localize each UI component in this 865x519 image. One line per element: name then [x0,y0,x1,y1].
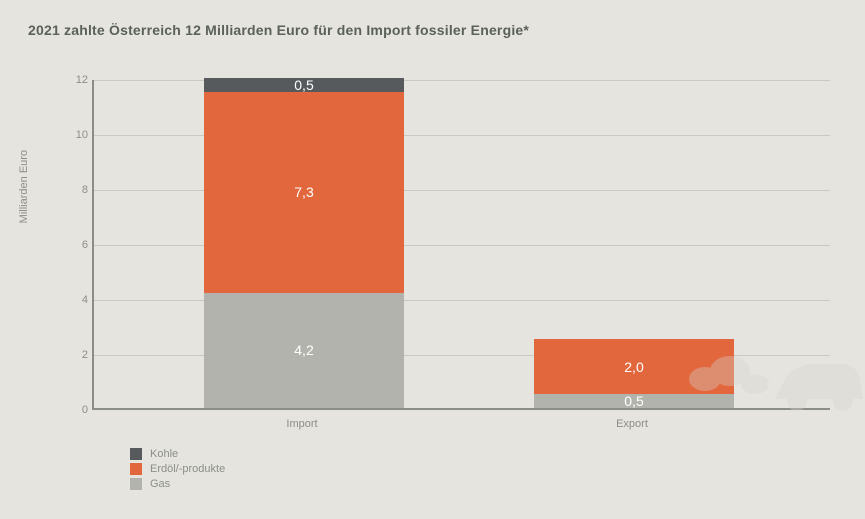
legend-item: Erdöl/-produkte [130,463,225,475]
y-tick-label: 2 [68,349,88,361]
legend-label: Kohle [150,448,178,460]
y-tick-label: 12 [68,74,88,86]
legend-label: Gas [150,478,170,490]
y-tick-label: 6 [68,239,88,251]
y-axis-label: Milliarden Euro [18,150,30,223]
bar-value-label: 4,2 [294,342,313,358]
x-category-label: Import [202,418,402,430]
chart-title: 2021 zahlte Österreich 12 Milliarden Eur… [28,22,529,38]
legend: Kohle Erdöl/-produkte Gas [130,448,225,493]
legend-swatch-icon [130,448,142,460]
legend-item: Gas [130,478,225,490]
y-tick-label: 10 [68,129,88,141]
bar-segment-gas: 4,2 [204,293,404,409]
legend-swatch-icon [130,463,142,475]
x-category-label: Export [532,418,732,430]
car-exhaust-silhouette-icon [685,329,865,419]
y-tick-label: 0 [68,404,88,416]
bar-value-label: 7,3 [294,184,313,200]
legend-item: Kohle [130,448,225,460]
bar-value-label: 0,5 [624,393,643,409]
bar-value-label: 0,5 [294,77,313,93]
y-tick-label: 4 [68,294,88,306]
legend-label: Erdöl/-produkte [150,463,225,475]
legend-swatch-icon [130,478,142,490]
bar-segment-kohle: 0,5 [204,78,404,92]
bar-segment-erd-l-produkte: 7,3 [204,92,404,293]
bar-value-label: 2,0 [624,359,643,375]
y-tick-label: 8 [68,184,88,196]
